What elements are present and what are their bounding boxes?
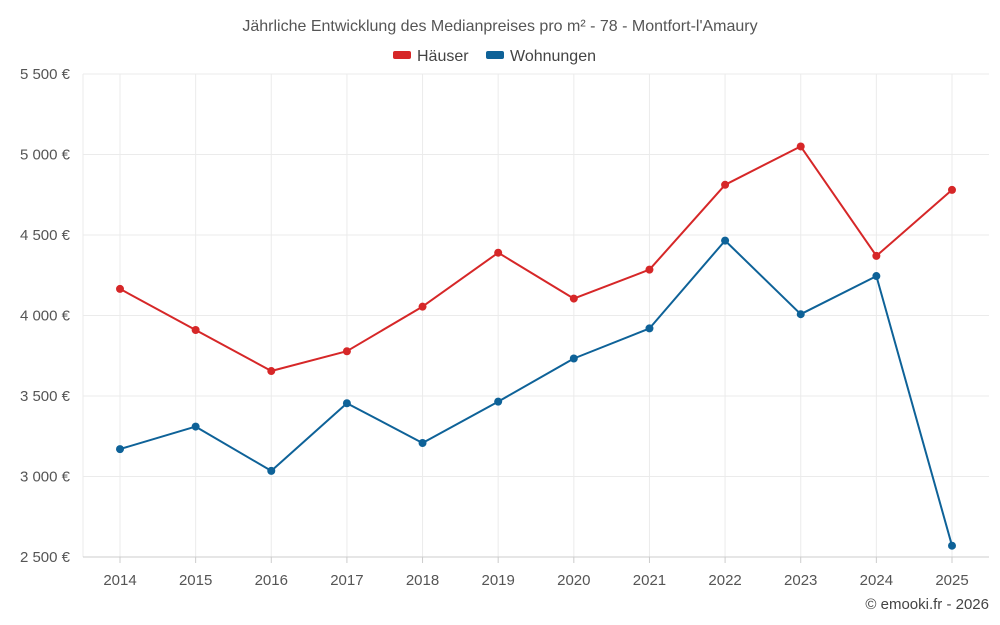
x-tick-label: 2015 <box>179 572 212 589</box>
legend-item-houses[interactable]: Häuser <box>393 48 469 65</box>
y-tick-label: 2 500 € <box>20 549 71 566</box>
data-point-houses[interactable] <box>191 325 200 334</box>
data-point-apartments[interactable] <box>116 445 124 454</box>
x-tick-label: 2019 <box>481 572 514 589</box>
x-tick-label: 2016 <box>255 572 288 589</box>
x-tick-label: 2014 <box>103 572 136 589</box>
y-tick-label: 3 000 € <box>20 469 71 486</box>
data-point-houses[interactable] <box>645 265 654 274</box>
x-axis: 2014 2015 2016 2017 2018 2019 2020 2021 2022 2023… <box>83 556 989 589</box>
series-apartments <box>116 236 956 550</box>
x-tick-label: 2021 <box>633 572 666 589</box>
y-tick-label: 4 500 € <box>20 227 71 244</box>
data-point-houses[interactable] <box>569 294 578 303</box>
credit-text: © emooki.fr - 2026 <box>865 596 989 613</box>
y-axis: 2 500 € 3 000 € 3 500 € 4 000 € 4 500 € 5 000… <box>20 66 71 566</box>
legend-item-apartments[interactable]: Wohnungen <box>486 48 596 65</box>
x-tick-label: 2017 <box>330 572 363 589</box>
series-line-houses <box>119 145 953 372</box>
x-tick-label: 2022 <box>708 572 741 589</box>
data-point-apartments[interactable] <box>872 272 881 281</box>
data-point-houses[interactable] <box>872 251 881 260</box>
data-point-apartments[interactable] <box>796 310 805 319</box>
data-point-apartments[interactable] <box>191 422 200 431</box>
data-point-apartments[interactable] <box>645 324 654 333</box>
x-tick-label: 2020 <box>557 572 590 589</box>
y-tick-label: 5 000 € <box>20 147 71 164</box>
data-point-houses[interactable] <box>116 284 124 293</box>
x-tick-label: 2024 <box>860 572 893 589</box>
data-point-apartments[interactable] <box>418 439 427 448</box>
data-point-apartments[interactable] <box>721 236 730 245</box>
data-point-apartments[interactable] <box>267 466 276 475</box>
data-point-apartments[interactable] <box>494 397 503 406</box>
legend-label-apartments: Wohnungen <box>510 48 596 65</box>
y-tick-label: 4 000 € <box>20 308 71 325</box>
series-line-apartments <box>119 239 953 546</box>
data-point-houses[interactable] <box>948 185 956 194</box>
data-point-houses[interactable] <box>342 347 351 356</box>
legend-swatch-apartments <box>486 51 504 59</box>
data-point-houses[interactable] <box>267 367 276 376</box>
series <box>116 142 956 550</box>
data-point-houses[interactable] <box>494 248 503 257</box>
grid <box>82 73 989 557</box>
x-tick-label: 2023 <box>784 572 817 589</box>
y-tick-label: 5 500 € <box>20 66 71 83</box>
y-tick-label: 3 500 € <box>20 388 71 405</box>
data-point-houses[interactable] <box>796 142 805 151</box>
chart-title: Jährliche Entwicklung des Medianpreises … <box>242 18 757 35</box>
x-tick-label: 2018 <box>406 572 439 589</box>
legend-label-houses: Häuser <box>417 48 469 65</box>
data-point-apartments[interactable] <box>948 541 956 550</box>
legend: Häuser Wohnungen <box>393 48 596 65</box>
legend-swatch-houses <box>393 51 411 59</box>
x-tick-label: 2025 <box>935 572 968 589</box>
data-point-houses[interactable] <box>418 302 427 311</box>
data-point-houses[interactable] <box>721 180 730 189</box>
data-point-apartments[interactable] <box>569 354 578 363</box>
series-houses <box>116 142 956 376</box>
data-point-apartments[interactable] <box>342 399 351 408</box>
